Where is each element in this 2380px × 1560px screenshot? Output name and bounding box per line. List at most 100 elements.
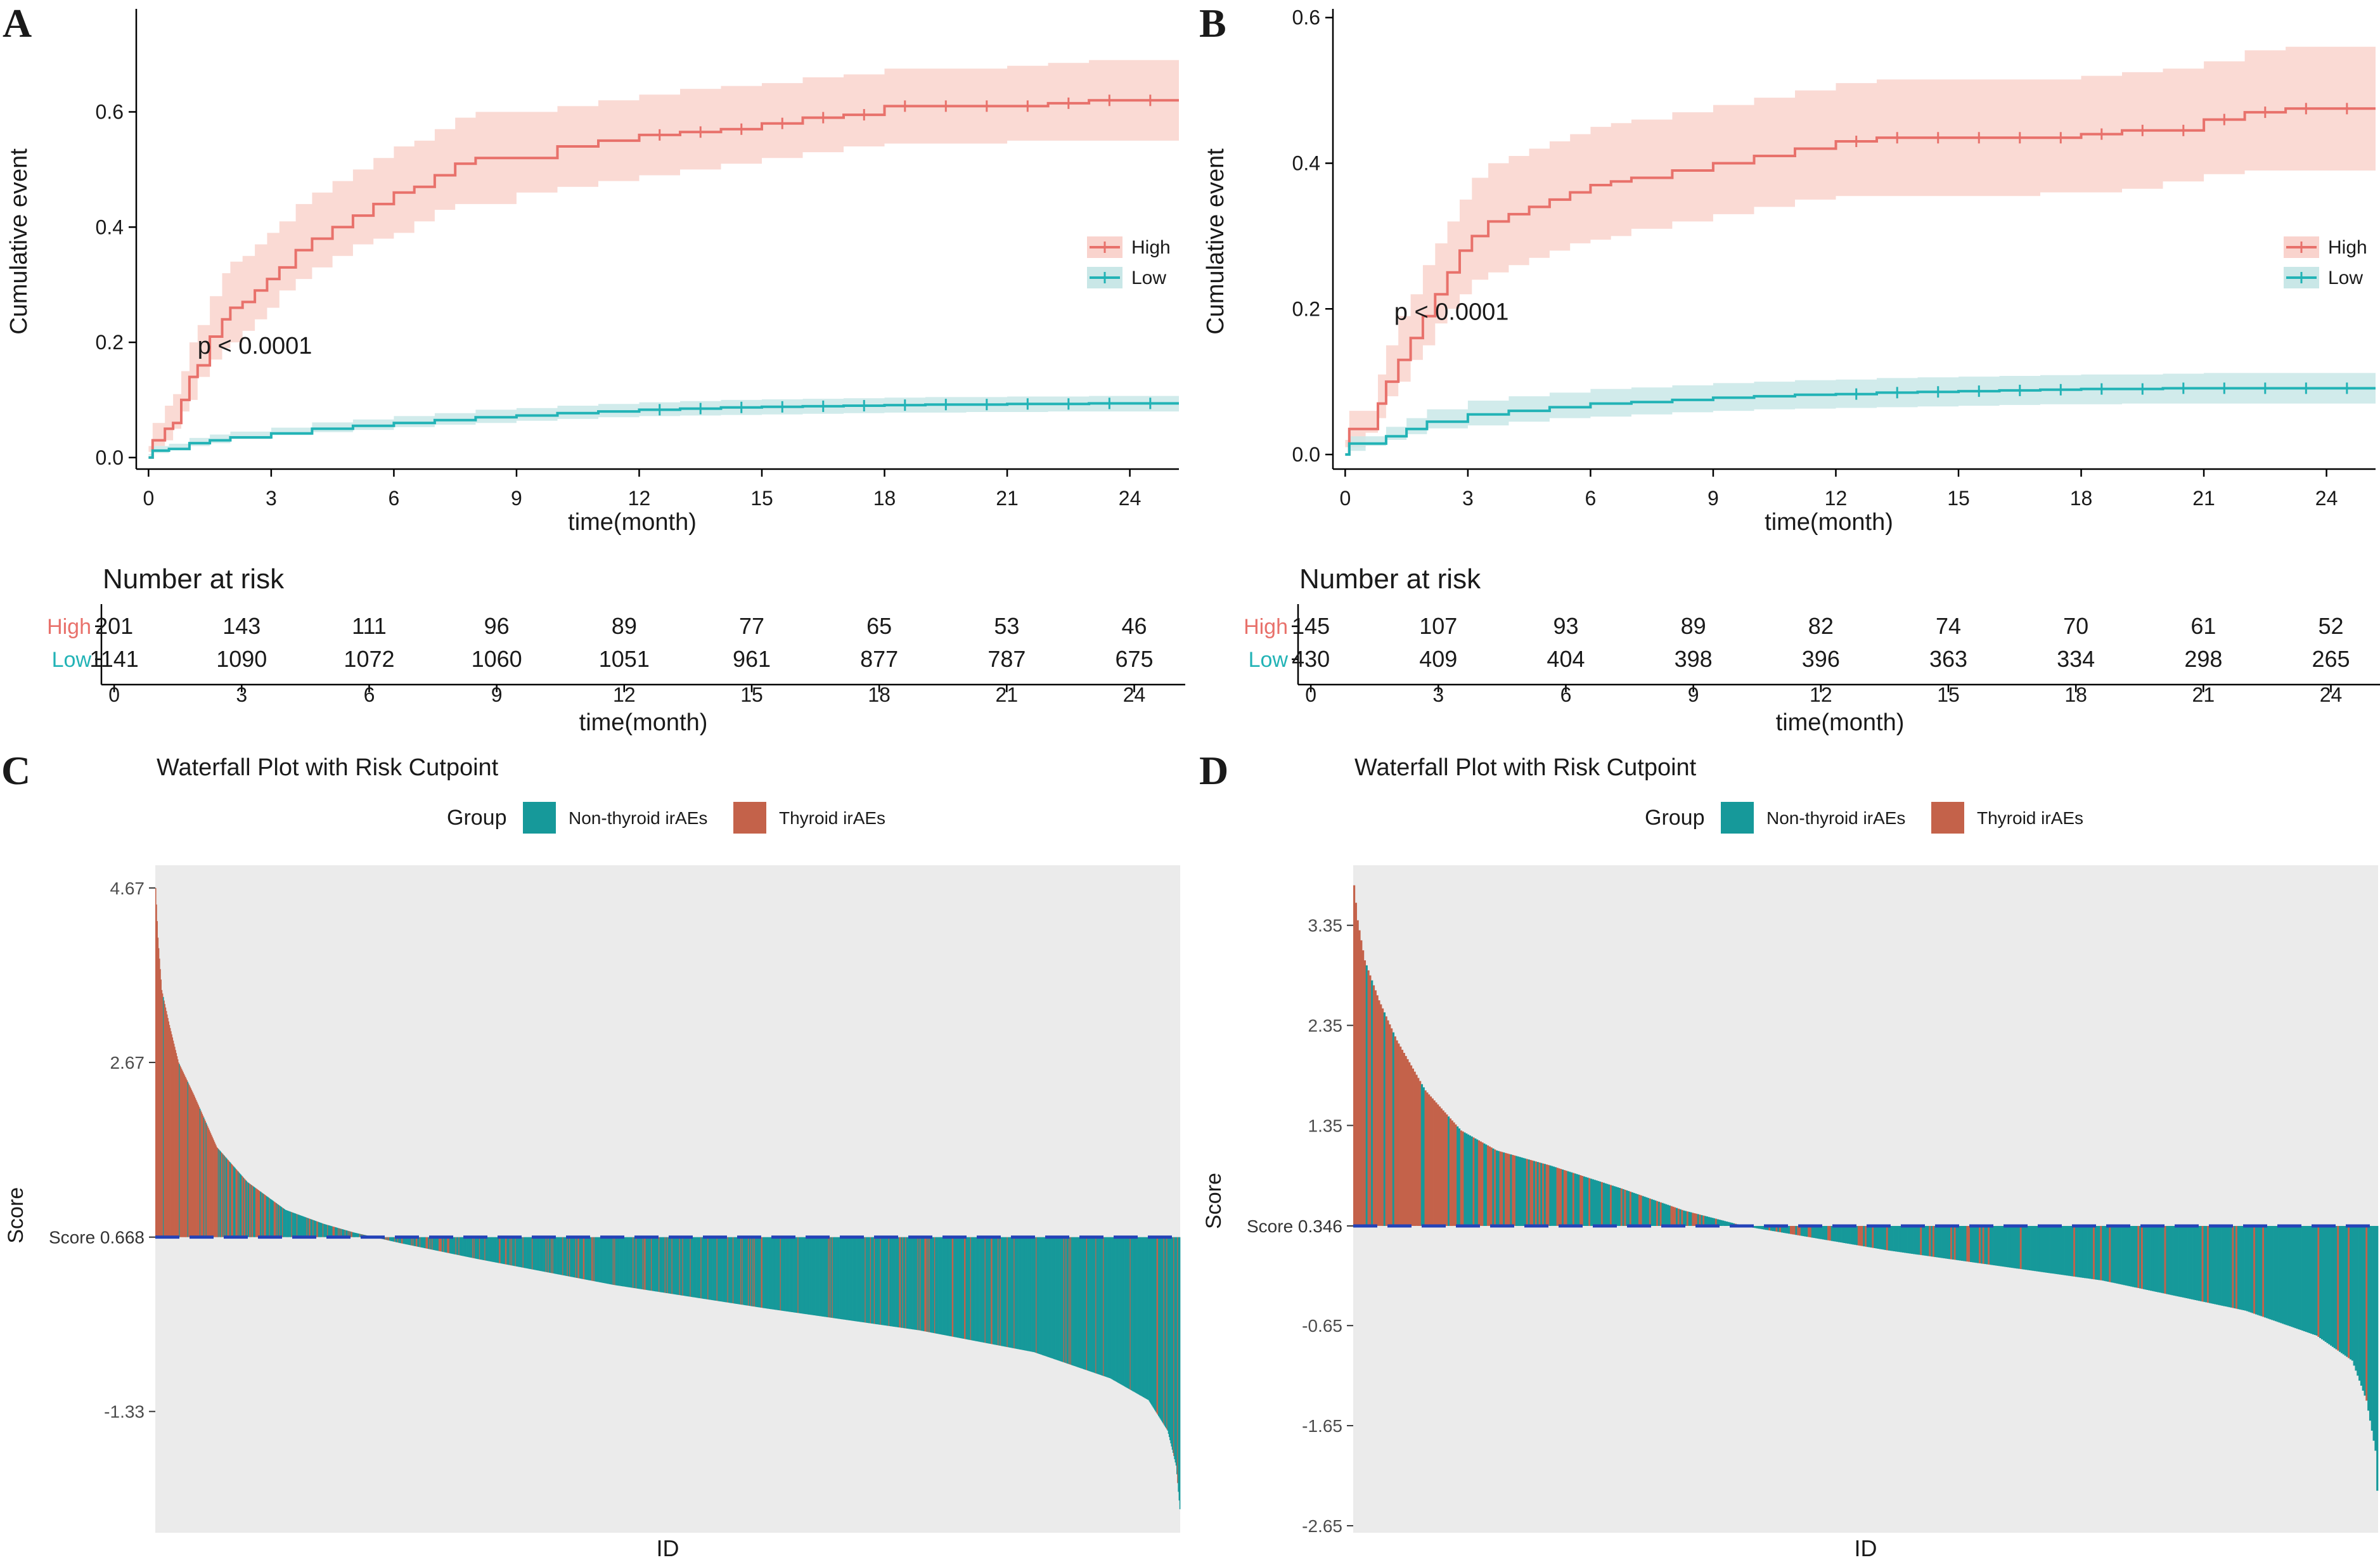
waterfall-bar — [2340, 1226, 2343, 1353]
waterfall-bar — [544, 1237, 545, 1272]
waterfall-bar — [294, 1213, 295, 1237]
waterfall-bar — [348, 1231, 350, 1237]
waterfall-bar — [753, 1237, 754, 1307]
waterfall-bar — [357, 1233, 359, 1237]
waterfall-bar — [530, 1237, 532, 1270]
waterfall-bar — [411, 1237, 413, 1246]
waterfall-bar — [1877, 1226, 1879, 1249]
waterfall-bar — [526, 1237, 528, 1268]
risk-value: 89 — [1681, 613, 1706, 639]
waterfall-bar — [1078, 1237, 1080, 1368]
waterfall-bar — [672, 1237, 674, 1294]
waterfall-bar — [358, 1234, 360, 1237]
waterfall-bar — [1119, 1237, 1121, 1384]
waterfall-bar — [1551, 1166, 1553, 1226]
waterfall-bar — [1095, 1237, 1097, 1374]
waterfall-bar — [643, 1237, 645, 1290]
waterfall-bar — [1029, 1237, 1031, 1351]
waterfall-bar — [1881, 1226, 1883, 1249]
waterfall-bar — [518, 1237, 520, 1267]
waterfall-bar — [772, 1237, 774, 1310]
y-tick-label: 0.0 — [1292, 443, 1320, 466]
waterfall-bar — [1385, 1016, 1387, 1226]
waterfall-bar — [1791, 1226, 1794, 1235]
waterfall-bar — [537, 1237, 539, 1271]
waterfall-bar — [697, 1237, 699, 1298]
waterfall-bar — [1045, 1237, 1046, 1357]
waterfall-bar — [669, 1237, 671, 1294]
waterfall-bar — [1661, 1202, 1664, 1226]
waterfall-bar — [2096, 1226, 2099, 1280]
waterfall-bar — [596, 1237, 597, 1282]
waterfall-bar — [804, 1237, 806, 1314]
waterfall-bar — [1050, 1237, 1052, 1358]
waterfall-bar — [1135, 1237, 1136, 1393]
waterfall-bar — [700, 1237, 702, 1299]
waterfall-bar — [1028, 1237, 1029, 1351]
waterfall-bar — [309, 1218, 311, 1237]
waterfall-bar — [615, 1237, 617, 1286]
waterfall-bar — [1893, 1226, 1896, 1251]
waterfall-bar — [752, 1237, 753, 1306]
waterfall-bar — [1174, 1237, 1175, 1459]
waterfall-bar — [421, 1237, 423, 1248]
waterfall-bar — [331, 1226, 333, 1237]
waterfall-bar — [426, 1237, 428, 1249]
waterfall-bar — [930, 1237, 932, 1333]
waterfall-bar — [1824, 1226, 1826, 1240]
waterfall-bar — [1057, 1237, 1058, 1360]
waterfall-bar — [183, 1073, 185, 1237]
waterfall-bar — [1154, 1237, 1155, 1410]
waterfall-bar — [579, 1237, 581, 1279]
waterfall-bar — [660, 1237, 662, 1292]
risk-x-tick-label: 15 — [740, 683, 763, 706]
waterfall-bar — [1398, 1043, 1400, 1226]
waterfall-bar — [600, 1237, 602, 1283]
waterfall-bar — [447, 1237, 449, 1253]
waterfall-bar — [619, 1237, 621, 1286]
waterfall-bar — [2178, 1226, 2181, 1297]
waterfall-bar — [1169, 1237, 1171, 1440]
waterfall-bar — [639, 1237, 641, 1289]
waterfall-bar — [621, 1237, 622, 1286]
waterfall-bar — [801, 1237, 802, 1313]
waterfall-bar — [656, 1237, 657, 1292]
waterfall-bar — [522, 1237, 523, 1268]
waterfall-bar — [1663, 1203, 1666, 1226]
waterfall-bar — [1704, 1216, 1707, 1226]
waterfall-bar — [646, 1237, 648, 1291]
waterfall-bar — [2121, 1226, 2124, 1285]
waterfall-bar — [1650, 1199, 1653, 1226]
cutpoint-label: Score 0.346 — [1247, 1216, 1342, 1236]
waterfall-bar — [1768, 1226, 1771, 1231]
waterfall-bar — [515, 1237, 517, 1267]
waterfall-bar — [1100, 1237, 1102, 1375]
waterfall-bar — [221, 1153, 223, 1237]
waterfall-bar — [2046, 1226, 2049, 1273]
x-tick-label: 0 — [143, 487, 154, 510]
waterfall-bar — [1817, 1226, 1819, 1239]
waterfall-bar — [266, 1196, 267, 1237]
waterfall-bar — [2114, 1226, 2116, 1284]
waterfall-bar — [538, 1237, 540, 1271]
waterfall-bar — [1442, 1110, 1444, 1226]
risk-table-title: Number at risk — [1299, 564, 1481, 595]
waterfall-bar — [295, 1213, 297, 1237]
waterfall-bar — [1071, 1237, 1072, 1365]
waterfall-bar — [2205, 1226, 2208, 1303]
risk-value: 787 — [987, 646, 1026, 672]
waterfall-bar — [238, 1172, 240, 1237]
waterfall-bar — [593, 1237, 595, 1282]
waterfall-bar — [1012, 1237, 1013, 1348]
waterfall-bar — [1957, 1226, 1960, 1261]
y-tick-label: 2.35 — [1308, 1016, 1343, 1036]
waterfall-bar — [2348, 1226, 2350, 1358]
waterfall-bar — [1818, 1226, 1821, 1239]
waterfall-bar — [731, 1237, 733, 1303]
waterfall-bar — [177, 1059, 179, 1237]
waterfall-bar — [510, 1237, 511, 1266]
waterfall-bar — [1026, 1237, 1028, 1351]
waterfall-bar — [473, 1237, 474, 1258]
waterfall-bar — [1356, 920, 1359, 1226]
waterfall-bar — [1003, 1237, 1005, 1347]
